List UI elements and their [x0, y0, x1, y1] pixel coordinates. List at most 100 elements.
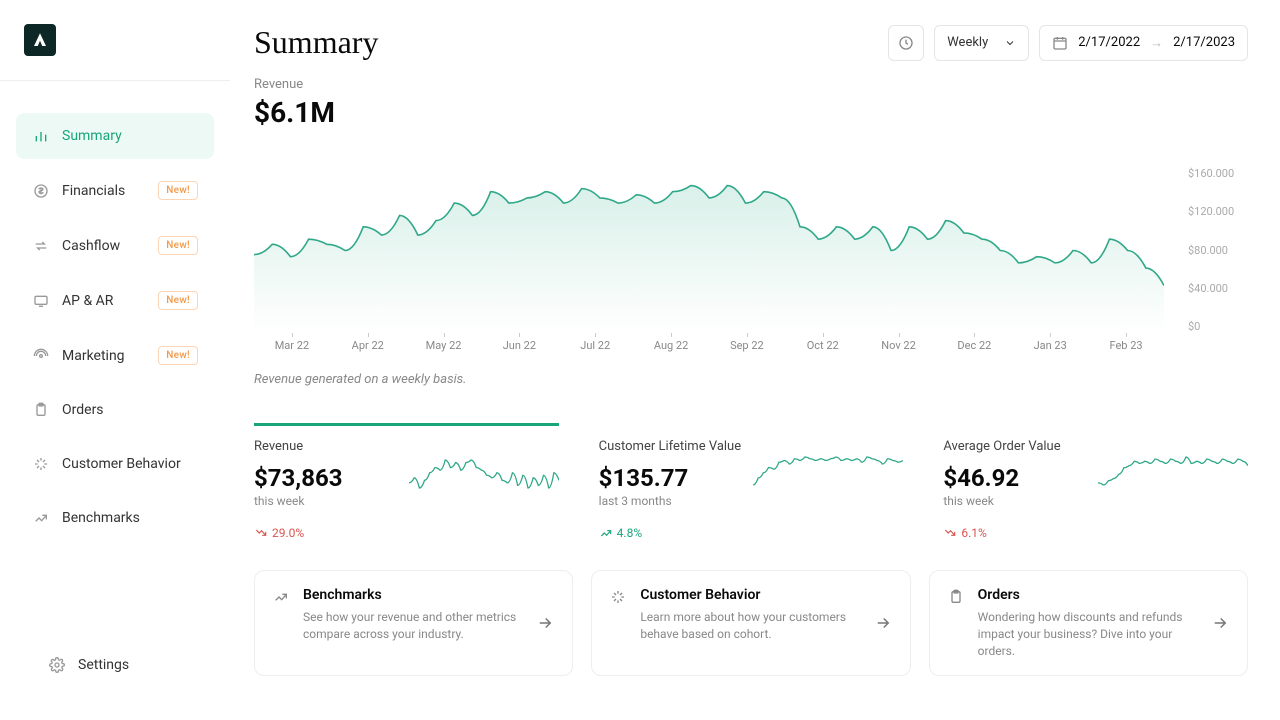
chart-note: Revenue generated on a weekly basis.	[254, 372, 1248, 387]
arrow-right-icon	[536, 614, 554, 632]
sidebar-item-label: Orders	[62, 402, 104, 418]
sidebar-item-customer-behavior[interactable]: Customer Behavior	[16, 441, 214, 487]
app-logo	[24, 24, 56, 56]
x-tick: Aug 22	[633, 339, 709, 352]
y-axis: $160.000 $120.000 $80.000 $40.000 $0	[1188, 153, 1248, 333]
x-tick: May 22	[406, 339, 482, 352]
x-tick: Apr 22	[330, 339, 406, 352]
date-range[interactable]: 2/17/2022 → 2/17/2023	[1039, 25, 1248, 61]
sidebar-item-label: Settings	[78, 657, 129, 673]
card-customer-behavior[interactable]: Customer Behavior Learn more about how yo…	[591, 570, 910, 676]
sidebar-item-label: Cashflow	[62, 238, 120, 254]
y-tick: $40.000	[1188, 282, 1228, 295]
sidebar-item-cashflow[interactable]: CashflowNew!	[16, 222, 214, 269]
card-desc: See how your revenue and other metrics c…	[303, 609, 522, 643]
dollar-icon	[32, 182, 50, 200]
kpi-sub: this week	[254, 494, 559, 508]
page-title: Summary	[254, 24, 378, 61]
card-benchmarks[interactable]: Benchmarks See how your revenue and other…	[254, 570, 573, 676]
card-desc: Learn more about how your customers beha…	[640, 609, 859, 643]
header: Summary Weekly 2/17/2022 → 2/17/2023	[254, 24, 1248, 61]
metric-value: $6.1M	[254, 96, 1248, 129]
main-metric: Revenue $6.1M	[254, 77, 1248, 129]
y-tick: $0	[1188, 320, 1200, 333]
x-tick: Feb 23	[1088, 339, 1164, 352]
kpi-customer-lifetime-value[interactable]: Customer Lifetime Value$135.77last 3 mon…	[599, 423, 904, 540]
sidebar: SummaryFinancialsNew!CashflowNew!AP & AR…	[0, 0, 230, 720]
card-title: Customer Behavior	[640, 587, 859, 603]
kpi-title: Revenue	[254, 439, 559, 454]
new-badge: New!	[158, 346, 198, 365]
sidebar-item-label: Benchmarks	[62, 510, 140, 526]
period-select[interactable]: Weekly	[934, 25, 1029, 61]
cards-row: Benchmarks See how your revenue and other…	[254, 570, 1248, 676]
date-from: 2/17/2022	[1078, 35, 1140, 50]
kpi-sub: last 3 months	[599, 494, 904, 508]
kpi-change: 6.1%	[943, 526, 1248, 540]
x-tick: Jun 22	[481, 339, 557, 352]
trend-icon	[32, 509, 50, 527]
kpi-title: Average Order Value	[943, 439, 1248, 454]
card-desc: Wondering how discounts and refunds impa…	[978, 609, 1197, 659]
sidebar-item-label: Customer Behavior	[62, 456, 181, 472]
card-title: Benchmarks	[303, 587, 522, 603]
card-title: Orders	[978, 587, 1197, 603]
gear-icon	[48, 656, 66, 674]
sidebar-item-marketing[interactable]: Marketing New!	[16, 332, 214, 379]
history-button[interactable]	[888, 25, 924, 61]
sidebar-item-ap-ar[interactable]: AP & AR New!	[16, 277, 214, 324]
broadcast-icon	[32, 347, 50, 365]
kpi-sub: this week	[943, 494, 1248, 508]
sidebar-item-label: AP & AR	[62, 293, 113, 309]
period-label: Weekly	[947, 35, 988, 50]
x-axis: Mar 22Apr 22May 22Jun 22Jul 22Aug 22Sep …	[254, 339, 1164, 352]
kpi-change: 4.8%	[599, 526, 904, 540]
y-tick: $120.000	[1188, 205, 1234, 218]
kpi-average-order-value[interactable]: Average Order Value$46.92this week6.1%	[943, 423, 1248, 540]
sidebar-item-settings[interactable]: Settings	[32, 642, 198, 688]
metric-label: Revenue	[254, 77, 1248, 92]
trend-icon	[273, 587, 289, 659]
new-badge: New!	[158, 181, 198, 200]
x-tick: Jan 23	[1012, 339, 1088, 352]
x-tick: Mar 22	[254, 339, 330, 352]
revenue-chart: $160.000 $120.000 $80.000 $40.000 $0	[254, 153, 1248, 333]
kpi-change: 29.0%	[254, 526, 559, 540]
swap-icon	[32, 237, 50, 255]
arrow-right-icon: →	[1150, 35, 1163, 51]
chevron-down-icon	[1004, 37, 1016, 49]
sidebar-item-financials[interactable]: FinancialsNew!	[16, 167, 214, 214]
date-to: 2/17/2023	[1173, 35, 1235, 50]
x-tick: Dec 22	[936, 339, 1012, 352]
header-controls: Weekly 2/17/2022 → 2/17/2023	[888, 25, 1248, 61]
kpi-sparkline	[1098, 453, 1248, 489]
calendar-icon	[1052, 35, 1068, 51]
sidebar-item-benchmarks[interactable]: Benchmarks	[16, 495, 214, 541]
sparkle-icon	[32, 455, 50, 473]
kpi-title: Customer Lifetime Value	[599, 439, 904, 454]
card-orders[interactable]: Orders Wondering how discounts and refund…	[929, 570, 1248, 676]
x-tick: Jul 22	[557, 339, 633, 352]
sparkle-icon	[610, 587, 626, 659]
nav: SummaryFinancialsNew!CashflowNew!AP & AR…	[0, 80, 230, 634]
x-tick: Nov 22	[861, 339, 937, 352]
arrow-right-icon	[874, 614, 892, 632]
clipboard-icon	[32, 401, 50, 419]
x-tick: Oct 22	[785, 339, 861, 352]
sidebar-item-label: Summary	[62, 128, 122, 144]
x-tick: Sep 22	[709, 339, 785, 352]
kpi-revenue[interactable]: Revenue$73,863this week29.0%	[254, 423, 559, 540]
kpi-sparkline	[409, 456, 559, 492]
screen-icon	[32, 292, 50, 310]
sidebar-item-label: Marketing	[62, 348, 125, 364]
main-content: Summary Weekly 2/17/2022 → 2/17/2023 Rev…	[230, 0, 1280, 720]
sidebar-item-summary[interactable]: Summary	[16, 113, 214, 159]
new-badge: New!	[158, 291, 198, 310]
sidebar-item-orders[interactable]: Orders	[16, 387, 214, 433]
y-tick: $160.000	[1188, 167, 1234, 180]
clipboard-icon	[948, 587, 964, 659]
kpi-sparkline	[753, 453, 903, 489]
arrow-right-icon	[1211, 614, 1229, 632]
y-tick: $80.000	[1188, 244, 1228, 257]
bar-icon	[32, 127, 50, 145]
